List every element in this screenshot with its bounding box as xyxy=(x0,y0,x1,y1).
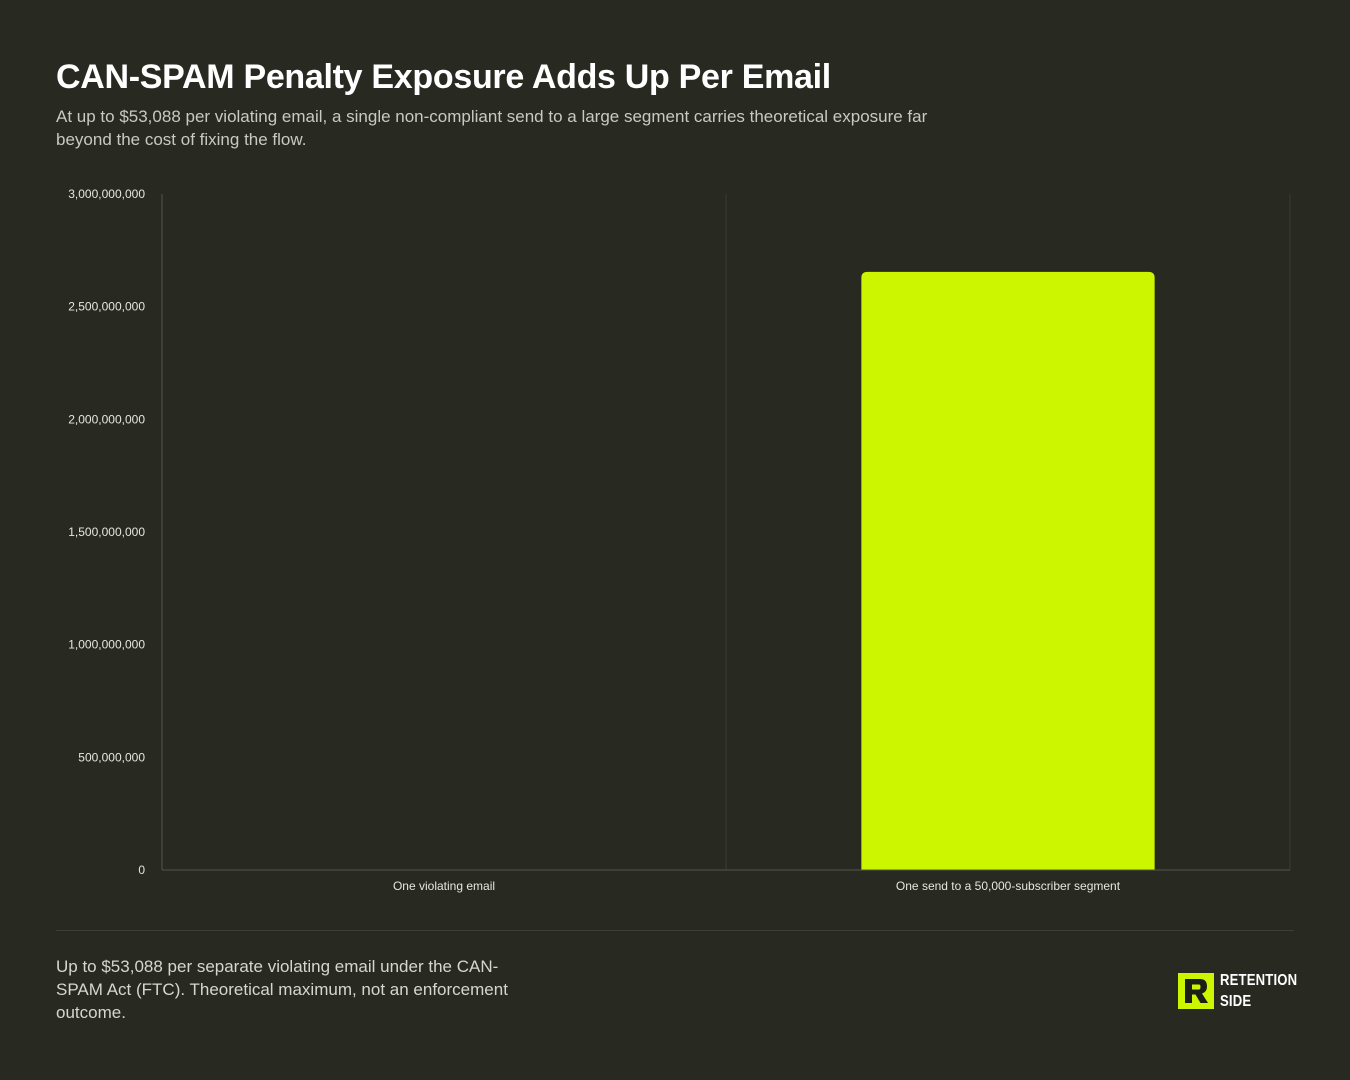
y-tick-label: 2,500,000,000 xyxy=(68,300,145,314)
brand-line-1: RETENTION xyxy=(1220,972,1298,989)
y-tick-label: 3,000,000,000 xyxy=(68,187,145,201)
brand-line-2: SIDE xyxy=(1220,993,1252,1010)
y-tick-label: 1,000,000,000 xyxy=(68,638,145,652)
bar-chart: 0 500,000,000 1,000,000,000 1,500,000,000 2,… xyxy=(68,187,1291,893)
chart-title: CAN-SPAM Penalty Exposure Adds Up Per Em… xyxy=(56,58,831,96)
y-tick-label: 2,000,000,000 xyxy=(68,412,145,426)
source-note: Up to $53,088 per separate violating ema… xyxy=(56,957,508,1022)
brand-wordmark: RETENTION SIDE xyxy=(1220,970,1297,1012)
y-tick-label: 1,500,000,000 xyxy=(68,525,145,539)
brand-logo: RETENTION SIDE xyxy=(1178,970,1314,1012)
bar-2 xyxy=(861,271,1155,870)
chart-subtitle: At up to $53,088 per violating email, a … xyxy=(56,107,928,149)
x-tick-label: One violating email xyxy=(393,879,495,893)
footer-divider xyxy=(56,930,1294,931)
x-tick-labels: One violating email One send to a 50,000-… xyxy=(393,879,1121,893)
y-tick-label: 0 xyxy=(138,863,145,877)
axis-layer xyxy=(161,194,1290,871)
grid-layer xyxy=(725,194,1291,870)
retention-side-logo-icon xyxy=(1178,973,1214,1009)
x-tick-label: One send to a 50,000-subscriber segment xyxy=(896,879,1121,893)
y-tick-label: 500,000,000 xyxy=(78,750,145,764)
y-tick-labels: 0 500,000,000 1,000,000,000 1,500,000,000 2,… xyxy=(68,187,145,877)
